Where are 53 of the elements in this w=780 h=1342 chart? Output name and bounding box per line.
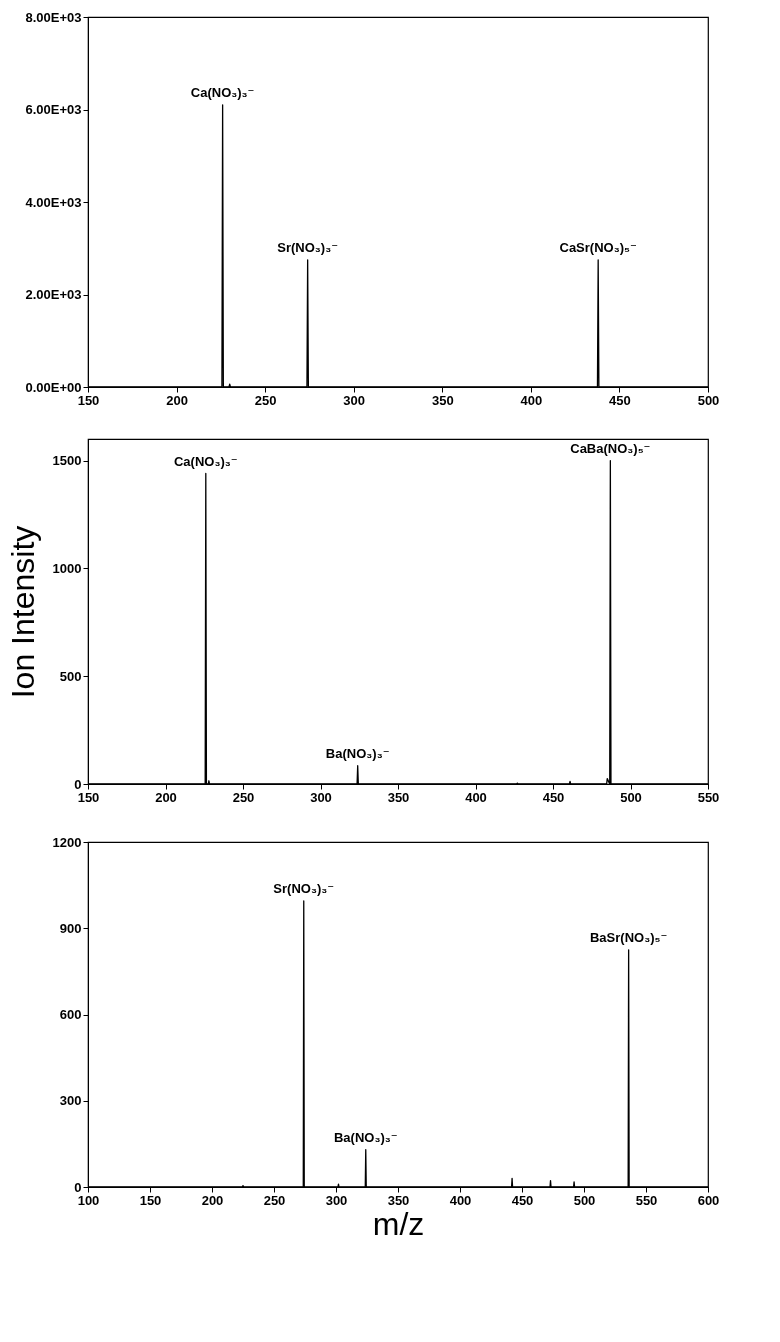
x-tick-label: 300: [310, 789, 332, 805]
x-tick-label: 450: [542, 789, 565, 805]
y-tick-label: 8.00E+03: [25, 9, 82, 25]
x-tick-label: 150: [77, 392, 100, 408]
y-tick-label: 0.00E+00: [25, 379, 82, 395]
x-tick-label: 200: [155, 789, 177, 805]
y-tick-label: 900: [59, 920, 82, 936]
x-tick-label: 350: [387, 1192, 410, 1208]
x-tick-label: 550: [635, 1192, 658, 1208]
x-tick-label: 450: [609, 392, 631, 408]
y-axis-title: Ion Intensity: [4, 525, 41, 699]
annotation: Ba(NO₃)₃⁻: [333, 1129, 398, 1145]
x-tick-label: 600: [697, 1192, 720, 1208]
y-tick-label: 0: [74, 776, 82, 792]
y-tick-label: 1500: [52, 453, 82, 469]
y-tick-label: 2.00E+03: [25, 287, 82, 302]
y-tick-label: 0: [74, 1179, 82, 1195]
y-tick-label: 600: [59, 1007, 82, 1022]
annotation: Sr(NO₃)₃⁻: [277, 239, 339, 255]
x-tick-label: 300: [343, 392, 366, 408]
x-tick-label: 350: [387, 789, 410, 805]
x-tick-label: 450: [511, 1192, 534, 1208]
x-tick-label: 400: [465, 789, 487, 805]
x-tick-label: 500: [697, 392, 720, 408]
x-tick-label: 350: [431, 392, 454, 408]
x-tick-label: 200: [201, 1192, 224, 1208]
x-tick-label: 400: [449, 1192, 472, 1208]
y-tick-label: 500: [59, 668, 82, 684]
x-tick-label: 250: [254, 392, 277, 408]
x-tick-label: 150: [77, 789, 100, 805]
x-tick-label: 500: [620, 789, 642, 805]
y-tick-label: 1000: [52, 560, 82, 576]
x-tick-label: 150: [139, 1192, 162, 1208]
annotation: BaSr(NO₃)₅⁻: [589, 929, 668, 945]
annotation: CaSr(NO₃)₅⁻: [559, 239, 637, 255]
x-tick-label: 250: [263, 1192, 286, 1208]
x-tick-label: 550: [697, 789, 720, 805]
y-tick-label: 4.00E+03: [25, 194, 82, 210]
x-tick-label: 250: [232, 789, 255, 805]
annotation: Ba(NO₃)₃⁻: [325, 745, 390, 761]
annotation: CaBa(NO₃)₅⁻: [570, 440, 651, 456]
annotation: Ca(NO₃)₃⁻: [190, 84, 255, 100]
y-tick-label: 6.00E+03: [25, 102, 82, 117]
x-tick-label: 500: [573, 1192, 596, 1208]
x-tick-label: 200: [166, 392, 188, 408]
x-axis-title: m/z: [372, 1205, 425, 1242]
x-tick-label: 300: [325, 1192, 348, 1208]
x-tick-label: 100: [77, 1192, 100, 1208]
y-tick-label: 300: [59, 1093, 82, 1109]
annotation: Ca(NO₃)₃⁻: [173, 453, 238, 469]
y-tick-label: 1200: [52, 834, 82, 850]
annotation: Sr(NO₃)₃⁻: [273, 880, 335, 896]
x-tick-label: 400: [520, 392, 543, 408]
